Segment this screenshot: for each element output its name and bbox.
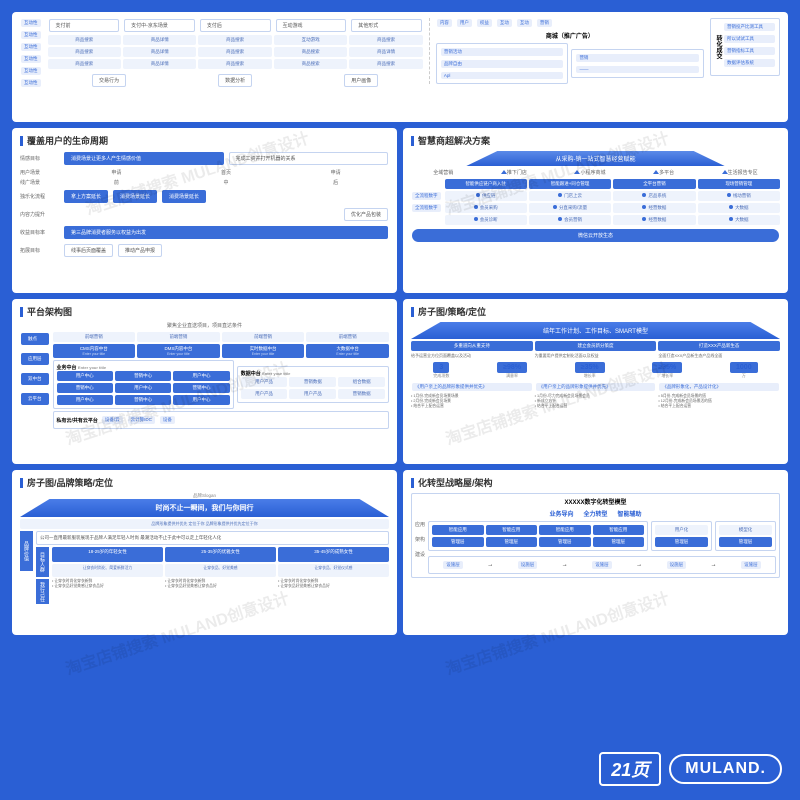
mall-title: 商城（推广广告） [436, 31, 704, 40]
lifecycle-title: 覆盖用户的生命周期 [27, 134, 108, 147]
conversion-box: 转化成交 营销投产比测工具 所以试试工具 营销指标工具 数据评估系统 [710, 18, 780, 76]
solution-panel: 智慧商超解决方案 从采购-销一站式智慧经营赋能 全域营销 推下门店 小程序商城 … [403, 128, 788, 293]
digital-title: 化转型战略屋/架构 [418, 476, 493, 489]
solution-footer: 微信云开放生态 [412, 229, 779, 242]
brand-slogan: 时尚不止一瞬间，我们与你同行 [20, 499, 389, 517]
platform-title: 平台架构图 [27, 305, 72, 318]
brand-logo: MULAND. [669, 754, 782, 784]
tab-analytics[interactable]: 数据分析 [218, 74, 252, 87]
tab-profile[interactable]: 用户画像 [344, 74, 378, 87]
top-panel: 互动性 互动性 互动性 互动性 互动性 互动性 支付前 支付中-京东场景 支付后… [12, 12, 788, 122]
smart-title: 房子图/策略/定位 [418, 305, 486, 318]
solution-title: 智慧商超解决方案 [418, 134, 490, 147]
top-left-tags: 互动性 互动性 互动性 互动性 互动性 互动性 [20, 18, 42, 88]
top-headers: 支付前 支付中-京东场景 支付后 互动游戏 其他形式 [48, 18, 423, 33]
solution-trap: 从采购-销一站式智慧经营赋能 [466, 151, 724, 166]
footer: 21页 MULAND. [599, 752, 782, 786]
tab-trade[interactable]: 交易行为 [92, 74, 126, 87]
brand-title: 房子图/品牌策略/定位 [27, 476, 113, 489]
digital-panel: 化转型战略屋/架构 XXXXX数字化转型模型 业务导向 全力转型 智能辅助 应用… [403, 470, 788, 635]
platform-panel: 平台架构图 聚焦企业直送项目，项目直达条件 触点 应用层 双中台 云平台 前端营… [12, 299, 397, 464]
lifecycle-panel: 覆盖用户的生命周期 情感目标消费场景让更多人产生情感价值完成工资并打开机器的关系… [12, 128, 397, 293]
brand-panel: 房子图/品牌策略/定位 品牌Slogan 时尚不止一瞬间，我们与你同行 品牌形象… [12, 470, 397, 635]
smart-panel: 房子图/策略/定位 结年工作计划、工作目标、SMART模型 多重道向从重支持建立… [403, 299, 788, 464]
page-count: 21页 [599, 752, 661, 786]
